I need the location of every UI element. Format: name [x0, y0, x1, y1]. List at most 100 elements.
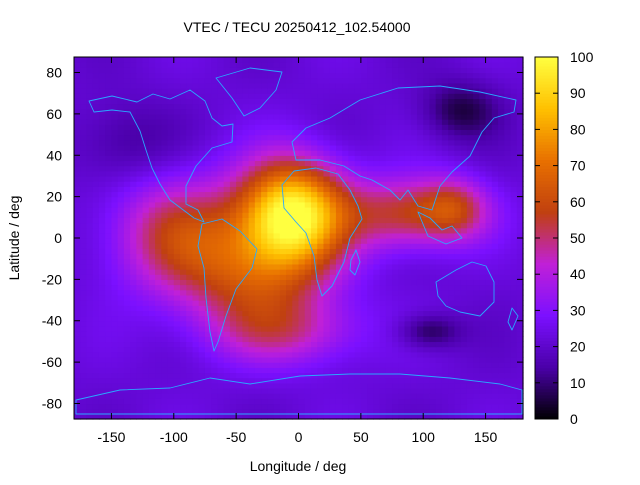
heat-cell	[261, 310, 268, 317]
heat-cell	[329, 387, 337, 394]
heat-cell	[385, 372, 393, 379]
heat-cell	[155, 144, 162, 151]
heat-cell	[510, 103, 518, 110]
heat-cell	[142, 300, 150, 306]
heat-cell	[448, 377, 456, 384]
heat-cell	[479, 243, 487, 249]
heat-cell	[335, 243, 343, 249]
heat-cell	[279, 310, 287, 317]
heat-cell	[410, 222, 418, 229]
heat-cell	[460, 77, 468, 84]
heat-cell	[279, 124, 287, 130]
heat-cell	[473, 305, 480, 311]
heat-cell	[105, 150, 113, 156]
heat-cell	[192, 88, 200, 94]
heat-cell	[286, 98, 293, 105]
heat-cell	[279, 212, 287, 218]
heat-cell	[136, 82, 144, 89]
heat-cell	[429, 160, 437, 167]
heat-cell	[217, 269, 225, 275]
heat-cell	[398, 227, 406, 234]
heat-cell	[516, 103, 524, 110]
heat-cell	[329, 155, 337, 162]
heat-cell	[429, 119, 437, 125]
heat-cell	[92, 372, 100, 379]
heat-cell	[479, 408, 487, 415]
heat-cell	[261, 82, 268, 89]
heat-cell	[204, 305, 212, 311]
heat-cell	[229, 284, 237, 291]
heat-cell	[198, 217, 206, 224]
heat-cell	[192, 93, 200, 99]
heat-cell	[180, 284, 187, 291]
heat-cell	[261, 284, 268, 291]
heat-cell	[242, 201, 250, 208]
heat-cell	[273, 232, 281, 239]
heat-cell	[441, 341, 449, 348]
heat-cell	[498, 294, 505, 301]
heat-cell	[310, 98, 318, 105]
heat-cell	[173, 191, 181, 198]
heat-cell	[192, 341, 200, 348]
heat-cell	[254, 93, 262, 99]
heat-cell	[354, 93, 362, 99]
heat-cell	[485, 263, 493, 270]
heat-cell	[123, 196, 131, 203]
heat-cell	[148, 62, 156, 68]
heat-cell	[423, 269, 431, 275]
heat-cell	[410, 315, 418, 322]
heat-cell	[292, 77, 300, 84]
heat-cell	[441, 248, 449, 255]
heat-cell	[254, 165, 262, 172]
heat-cell	[80, 98, 88, 105]
heat-cell	[429, 367, 437, 374]
heat-cell	[130, 387, 137, 394]
heat-cell	[286, 367, 293, 374]
heat-cell	[167, 57, 175, 63]
heat-cell	[435, 88, 443, 94]
heat-cell	[379, 356, 387, 363]
heat-cell	[310, 325, 318, 332]
heat-cell	[173, 325, 181, 332]
heat-cell	[448, 165, 456, 172]
heat-cell	[211, 341, 219, 348]
heat-cell	[460, 305, 468, 311]
heat-cell	[273, 248, 281, 255]
heat-cell	[98, 284, 106, 291]
heat-cell	[223, 336, 231, 343]
heat-cell	[161, 165, 169, 172]
heat-cell	[510, 331, 518, 337]
heat-cell	[142, 243, 150, 249]
heat-cell	[329, 325, 337, 332]
heat-cell	[441, 300, 449, 306]
heat-cell	[236, 403, 243, 410]
heat-cell	[479, 165, 487, 172]
heat-cell	[460, 356, 468, 363]
heat-cell	[454, 124, 462, 130]
heat-cell	[416, 258, 424, 265]
heat-cell	[167, 289, 175, 296]
heat-cell	[392, 103, 399, 110]
heat-cell	[186, 320, 194, 327]
heat-cell	[155, 253, 162, 260]
heat-cell	[516, 243, 524, 249]
heat-cell	[404, 165, 412, 172]
heat-cell	[373, 217, 381, 224]
heat-cell	[155, 263, 162, 270]
heat-cell	[105, 181, 113, 187]
heat-cell	[473, 269, 480, 275]
heat-cell	[80, 253, 88, 260]
heat-cell	[98, 253, 106, 260]
heat-cell	[373, 248, 381, 255]
heat-cell	[435, 300, 443, 306]
heat-cell	[392, 269, 399, 275]
heat-cell	[454, 382, 462, 389]
heat-cell	[479, 320, 487, 327]
heat-cell	[267, 341, 275, 348]
heat-cell	[167, 196, 175, 203]
heat-cell	[117, 93, 125, 99]
heat-cell	[516, 181, 524, 187]
heat-cell	[348, 413, 356, 420]
heat-cell	[123, 325, 131, 332]
heat-cell	[242, 289, 250, 296]
